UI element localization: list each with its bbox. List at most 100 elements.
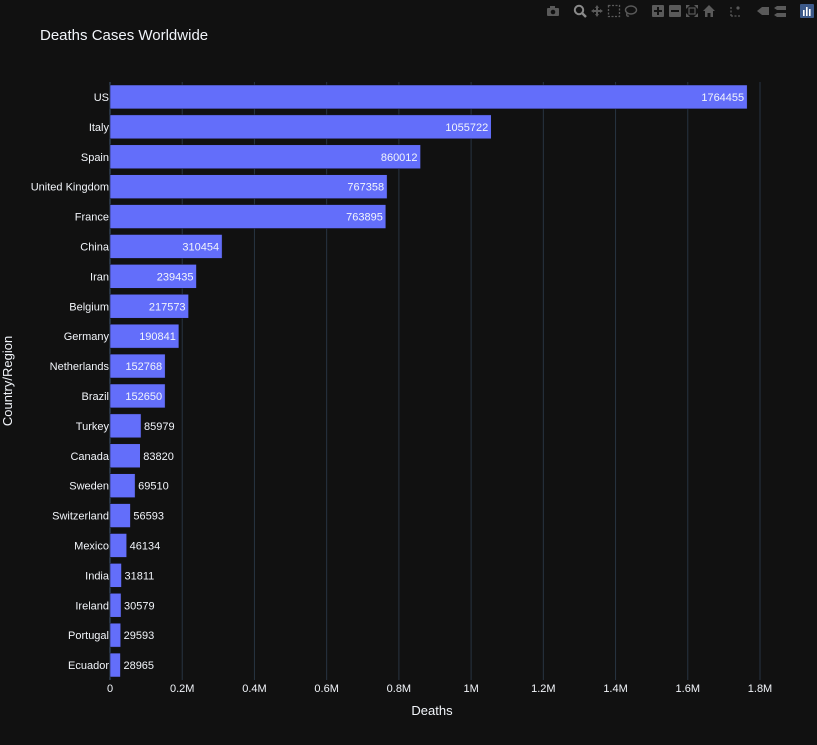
autoscale-button[interactable] [683,2,700,19]
bar[interactable] [109,383,166,409]
x-tick-label: 1.2M [531,683,555,695]
y-tick-label: United Kingdom [31,182,109,194]
y-tick-label: Brazil [81,391,109,403]
zoom-button[interactable] [571,2,588,19]
bar-value-label: 239435 [157,271,194,283]
y-tick-label: Portugal [68,630,109,642]
bar[interactable] [109,353,166,379]
bar[interactable] [109,114,492,140]
bar[interactable] [109,84,748,110]
chart-title: Deaths Cases Worldwide [40,27,208,44]
hover-compare-button[interactable] [771,2,788,19]
x-axis-ticks: 0 0.2M 0.4M 0.6M 0.8M 1M 1.2M 1.4M 1.6M 1.8M [107,683,772,695]
bar[interactable] [109,174,388,199]
zoom-in-button[interactable] [649,2,666,19]
x-tick-label: 1.6M [676,683,700,695]
y-axis-title: Country/Region [0,336,15,426]
modebar-group [727,2,744,19]
bar-value-label: 152650 [125,391,162,403]
x-tick-label: 1M [463,683,478,695]
y-tick-label: US [94,92,109,104]
zoom-in-icon [651,4,664,17]
y-tick-label: Ireland [75,600,109,612]
y-tick-label: Belgium [69,301,109,313]
bar[interactable] [109,234,223,259]
modebar-group [754,2,788,19]
plotly-logo[interactable] [798,2,815,19]
x-tick-label: 1.4M [603,683,627,695]
bar-value-label: 152768 [125,361,162,373]
box-select-icon [607,4,620,17]
y-tick-label: Netherlands [50,361,110,373]
modebar-group [544,2,561,19]
x-axis-title: Deaths [411,703,453,718]
bar-value-label: 28965 [123,660,154,672]
hover-closest-icon [756,6,769,15]
bar[interactable] [109,533,127,558]
modebar [536,2,815,19]
box-select-button[interactable] [605,2,622,19]
bar-value-label: 46134 [130,540,161,552]
bar[interactable] [109,323,180,349]
modebar-group [649,2,717,19]
lasso-select-icon [624,4,637,17]
bar-value-label: 767358 [347,182,384,194]
bar[interactable] [109,622,121,648]
bar[interactable] [109,443,141,468]
bar[interactable] [109,503,131,528]
bar-value-label: 217573 [149,301,186,313]
bar[interactable] [109,294,189,319]
bar-value-label: 29593 [124,630,155,642]
lasso-select-button[interactable] [622,2,639,19]
bar[interactable] [109,264,197,289]
y-tick-label: Turkey [76,421,110,433]
spike-lines-icon [729,5,741,17]
grid-layer [109,82,761,680]
camera-icon [546,5,559,16]
hover-closest-button[interactable] [754,2,771,19]
bar-value-label: 85979 [144,421,175,433]
spike-lines-button[interactable] [727,2,744,19]
x-tick-label: 0.2M [170,683,194,695]
bar[interactable] [109,413,142,439]
pan-button[interactable] [588,2,605,19]
bar-value-label: 310454 [182,241,219,253]
bar[interactable] [109,473,136,498]
y-tick-label: Mexico [74,540,109,552]
bar-value-label: 763895 [346,212,383,224]
y-tick-label: Germany [64,331,110,343]
bar-value-label: 1055722 [445,122,488,134]
zoom-out-button[interactable] [666,2,683,19]
bars-layer: 1764455 1055722 860012 767358 763895 310454 23… [109,84,748,678]
y-tick-label: France [75,212,109,224]
y-tick-label: Italy [89,122,110,134]
bar[interactable] [109,563,122,588]
y-tick-label: Iran [90,271,109,283]
y-tick-label: Spain [81,152,109,164]
zoom-icon [573,4,587,18]
reset-axes-button[interactable] [700,2,717,19]
bar-value-label: 190841 [139,331,176,343]
bar[interactable] [109,204,387,229]
bar-value-label: 1764455 [701,92,744,104]
y-tick-label: Canada [70,451,109,463]
zoom-out-icon [668,4,681,17]
y-axis-ticks: US Italy Spain United Kingdom France China Ira… [31,92,110,672]
bar[interactable] [109,652,121,678]
x-tick-label: 0.4M [242,683,266,695]
y-tick-label: Ecuador [68,660,109,672]
y-tick-label: China [80,241,110,253]
x-tick-label: 0.8M [387,683,411,695]
x-tick-label: 0 [107,683,113,695]
download-png-button[interactable] [544,2,561,19]
modebar-group [571,2,639,19]
reset-axes-icon [702,4,715,17]
bar-value-label: 31811 [124,570,154,582]
bar-value-label: 860012 [381,152,418,164]
autoscale-icon [685,4,698,17]
bar-value-label: 30579 [124,600,155,612]
bar[interactable] [109,593,122,618]
bar-value-label: 83820 [143,451,174,463]
bar[interactable] [109,144,421,169]
